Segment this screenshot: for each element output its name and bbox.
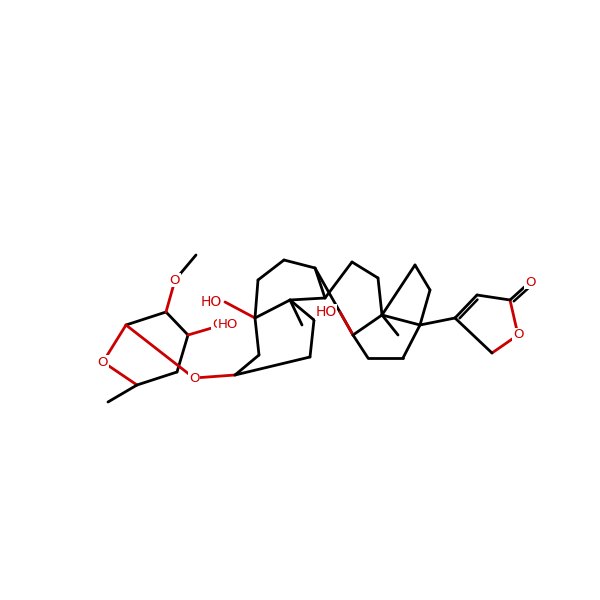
Text: O: O — [189, 371, 199, 385]
Text: HO: HO — [200, 295, 221, 309]
Text: HO: HO — [316, 305, 337, 319]
Text: O: O — [98, 355, 108, 368]
Text: O: O — [513, 329, 523, 341]
Text: O: O — [170, 274, 180, 286]
Text: O: O — [525, 275, 535, 289]
Text: HO: HO — [218, 319, 238, 331]
Text: OH: OH — [212, 319, 232, 331]
